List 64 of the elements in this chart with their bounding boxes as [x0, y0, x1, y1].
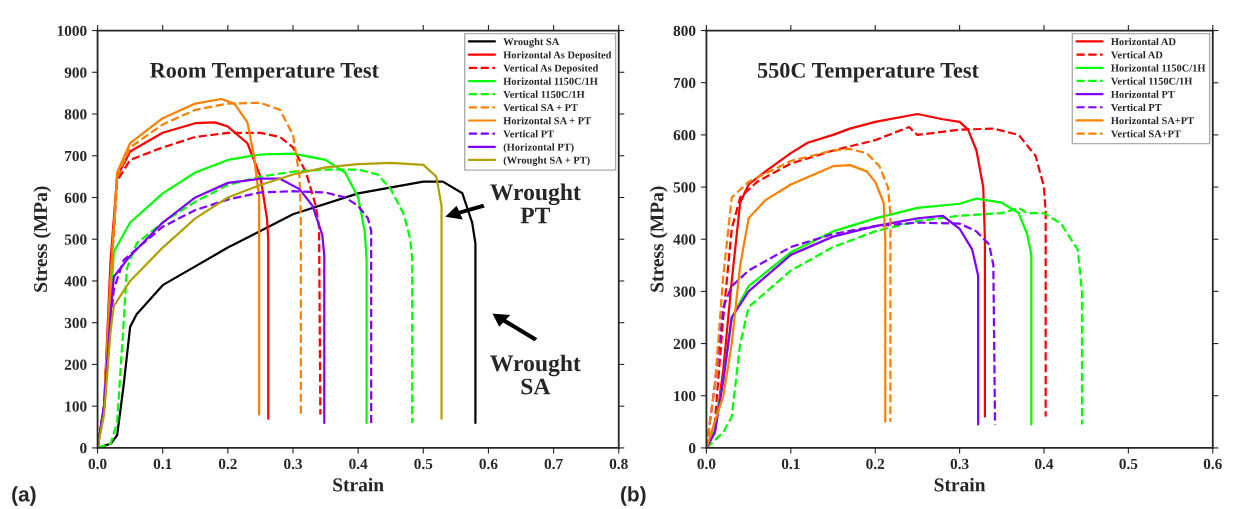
- x-tick-label: 0.0: [697, 458, 716, 470]
- y-tick-label: 400: [673, 234, 696, 245]
- text: Room Temperature Test: [150, 63, 379, 83]
- legend-label: Vertical SA + PT: [503, 103, 578, 112]
- y-tick-label: 900: [64, 67, 87, 78]
- legend-label: Vertical PT: [1110, 103, 1162, 112]
- legend-label: Vertical As Deposited: [503, 64, 599, 74]
- y-tick-label: 100: [65, 401, 87, 412]
- x-tick-label: 0.6: [479, 458, 498, 470]
- y-tick-label: 0: [80, 443, 87, 454]
- y-tick-label: 800: [64, 109, 87, 120]
- text: (b): [621, 486, 646, 506]
- text: (a): [12, 486, 36, 506]
- annotation: Wrought SA: [490, 354, 581, 395]
- x-tick-label: 0.4: [349, 458, 368, 470]
- y-tick-label: 200: [673, 338, 696, 350]
- legend-label: Vertical PT: [503, 130, 554, 138]
- legend-label: (Wrought SA + PT): [503, 156, 590, 166]
- y-tick-label: 700: [673, 77, 696, 89]
- y-tick-label: 500: [64, 234, 87, 245]
- x-tick-label: 0.7: [544, 458, 563, 470]
- x-tick-label: 0.5: [414, 458, 433, 470]
- y-tick-label: 600: [673, 130, 696, 141]
- x-tick-label: 0.4: [1035, 458, 1054, 470]
- y-axis-title: Stress (MPa): [33, 186, 52, 292]
- y-tick-label: 600: [64, 192, 87, 203]
- legend-label: (Horizontal PT): [503, 143, 574, 153]
- x-tick-label: 0.3: [950, 458, 969, 470]
- legend-label: Vertical 1150C/1H: [503, 90, 585, 98]
- legend-label: Vertical AD: [1110, 51, 1163, 59]
- x-tick-label: 0.2: [218, 458, 237, 470]
- x-tick-label: 0.8: [609, 458, 628, 470]
- text: 550C Temperature Test: [757, 62, 979, 83]
- y-tick-label: 500: [673, 182, 696, 193]
- legend-label: Horizontal SA+PT: [1111, 116, 1194, 125]
- legend-label: Horizontal SA + PT: [503, 116, 591, 125]
- x-tick-label: 0.6: [1203, 458, 1222, 470]
- x-tick-label: 0.1: [781, 458, 800, 470]
- legend-label: Horizontal AD: [1111, 37, 1176, 46]
- y-tick-label: 1000: [57, 25, 87, 36]
- y-tick-label: 400: [64, 276, 87, 287]
- x-axis-title: Strain: [934, 477, 986, 492]
- x-tick-label: 0.3: [284, 458, 303, 470]
- x-tick-label: 0.2: [866, 458, 885, 470]
- y-tick-label: 100: [674, 390, 696, 402]
- legend-label: Vertical SA+PT: [1110, 129, 1181, 138]
- y-tick-label: 0: [688, 443, 696, 454]
- legend-label: Horizontal As Deposited: [503, 51, 612, 61]
- x-axis-title: Strain: [333, 477, 384, 492]
- x-tick-label: 0.0: [88, 458, 107, 470]
- x-tick-label: 0.5: [1119, 458, 1138, 470]
- y-axis-title: Stress (MPa): [649, 186, 668, 292]
- y-tick-label: 800: [673, 25, 696, 36]
- legend-label: Horizontal 1150C/1H: [1111, 64, 1206, 72]
- annotation: Wrought PT: [490, 183, 581, 224]
- legend-label: Horizontal 1150C/1H: [503, 77, 598, 85]
- y-tick-label: 300: [673, 286, 696, 297]
- y-tick-label: 700: [65, 150, 87, 162]
- y-tick-label: 200: [64, 359, 87, 370]
- y-tick-label: 300: [64, 317, 87, 329]
- legend-label: Wrought SA: [503, 37, 560, 48]
- legend-label: Horizontal PT: [1111, 90, 1175, 98]
- x-tick-label: 0.1: [153, 458, 172, 470]
- legend-label: Vertical 1150C/1H: [1110, 77, 1193, 85]
